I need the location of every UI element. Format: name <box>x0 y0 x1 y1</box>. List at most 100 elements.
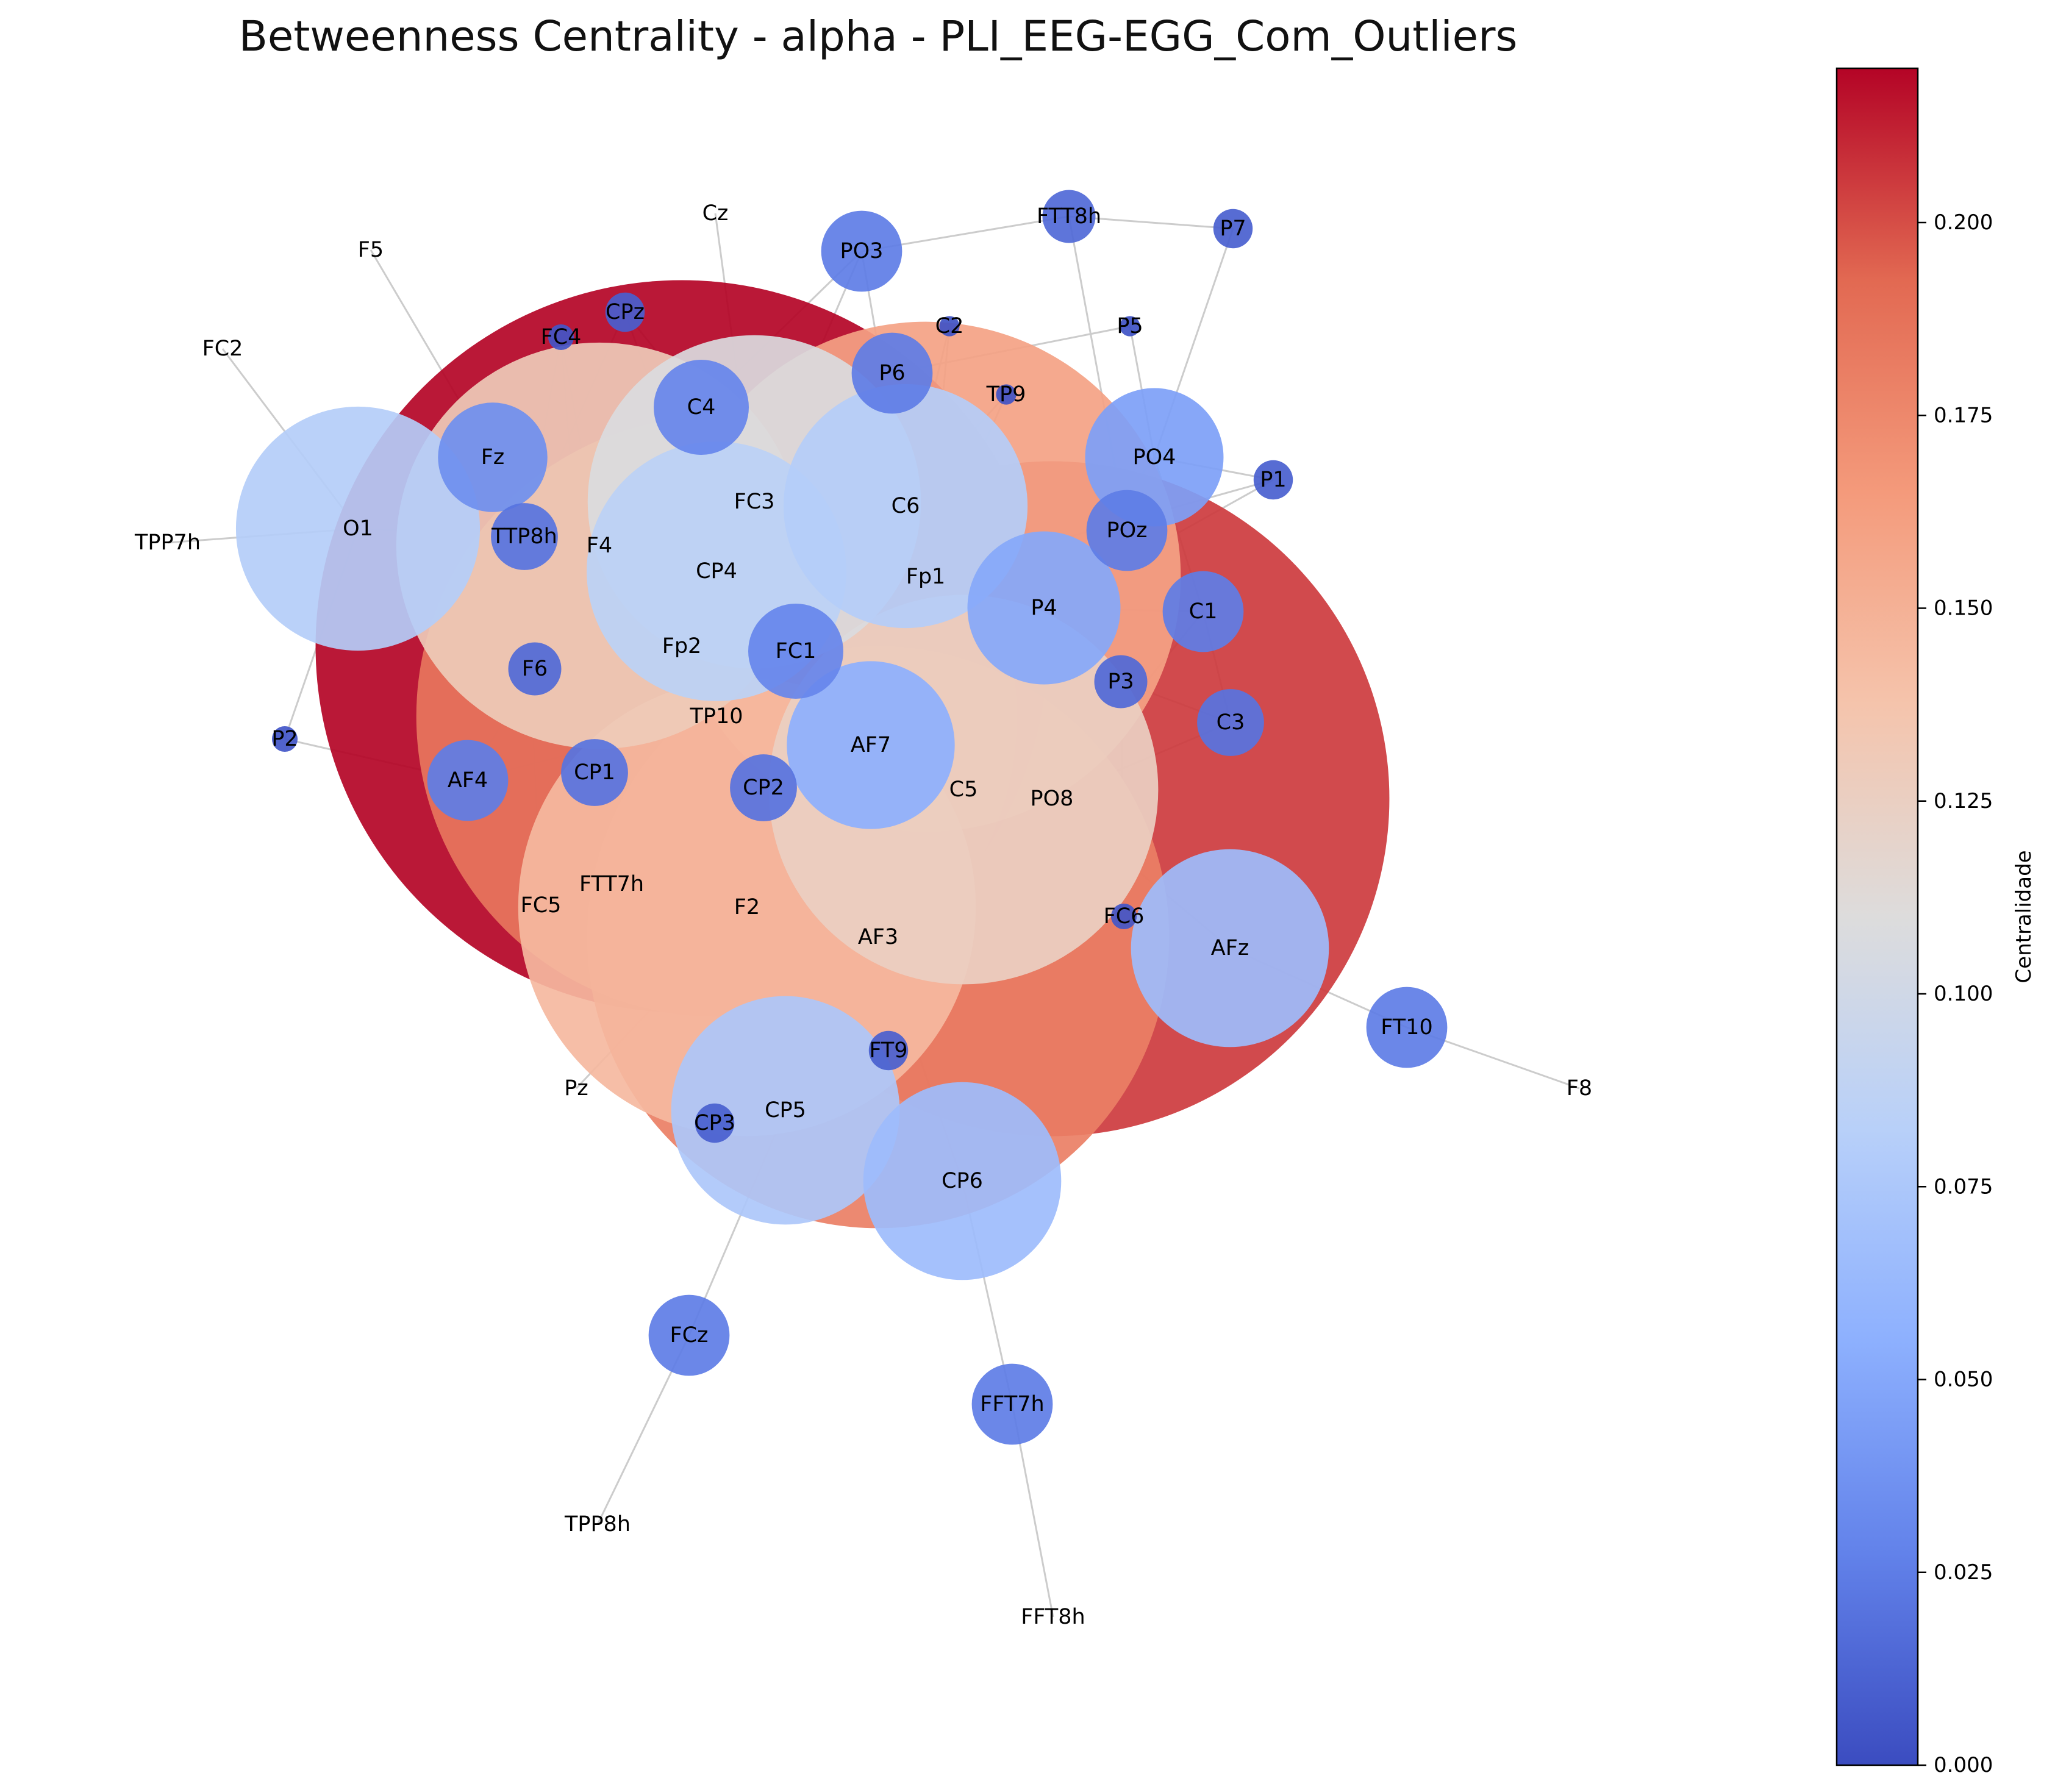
node-P4 <box>967 531 1121 685</box>
node-label-F4: F4 <box>587 534 612 558</box>
colorbar-tick-label: 0.200 <box>1934 210 1993 235</box>
label-layer: Fp2 PO8 TP10 AF3 Fp1 F2 F4 C5 FC3 CP4 C6 O1 CP5 CP6 AF… <box>134 201 1592 1629</box>
node-FT9 <box>868 1030 909 1071</box>
figure-title: Betweenness Centrality - alpha - PLI_EEG… <box>238 12 1518 61</box>
node-C1 <box>1162 571 1244 652</box>
node-label-FC3: FC3 <box>734 490 775 514</box>
node-label-FC5: FC5 <box>521 893 562 918</box>
node-label-TP9: TP9 <box>986 382 1026 407</box>
node-label-FC1: FC1 <box>776 639 817 663</box>
node-label-TPP7h: TPP7h <box>134 530 201 555</box>
node-label-C5: C5 <box>949 777 978 802</box>
node-P3 <box>1094 655 1148 709</box>
edge-FTT8h-P7 <box>1068 215 1234 230</box>
node-label-Cz: Cz <box>702 201 729 226</box>
node-FCz <box>648 1294 730 1376</box>
node-label-FTT8h: FTT8h <box>1037 204 1101 229</box>
node-TTP8h <box>491 503 558 570</box>
node-label-PO8: PO8 <box>1031 787 1074 811</box>
colorbar-tick-label: 0.050 <box>1934 1368 1993 1392</box>
node-label-CP6: CP6 <box>942 1169 983 1193</box>
colorbar-tick-label: 0.075 <box>1934 1174 1993 1199</box>
node-C6 <box>783 384 1028 629</box>
node-CP2 <box>730 754 797 821</box>
colorbar-label: Centralidade <box>2012 850 2036 983</box>
node-label-CP4: CP4 <box>696 559 737 584</box>
node-AF4 <box>427 740 509 821</box>
colorbar-gradient <box>1835 67 1919 1766</box>
node-label-C2: C2 <box>935 314 964 338</box>
node-label-P5: P5 <box>1117 314 1143 338</box>
node-label-FFT8h: FFT8h <box>1021 1605 1085 1629</box>
node-CPz <box>605 292 645 332</box>
node-C3 <box>1197 689 1264 756</box>
node-C4 <box>654 360 749 455</box>
node-label-AF3: AF3 <box>858 925 898 949</box>
node-label-FTT7h: FTT7h <box>579 872 644 896</box>
node-FC1 <box>748 604 843 699</box>
node-FC6 <box>1110 903 1137 930</box>
colorbar-tick-label: 0.000 <box>1934 1753 1993 1777</box>
node-label-P3: P3 <box>1107 669 1134 694</box>
node-O1 <box>235 406 481 651</box>
node-P1 <box>1253 460 1293 500</box>
node-P5 <box>1120 316 1140 337</box>
node-C2 <box>939 316 960 337</box>
node-label-C6: C6 <box>892 494 920 518</box>
node-label-Fz: Fz <box>481 445 505 469</box>
node-label-POz: POz <box>1106 518 1147 543</box>
node-label-PO3: PO3 <box>840 239 884 263</box>
node-label-AF4: AF4 <box>448 768 488 793</box>
colorbar-tick-label: 0.100 <box>1934 982 1993 1006</box>
node-label-P1: P1 <box>1260 468 1286 492</box>
node-label-FC6: FC6 <box>1104 904 1145 929</box>
node-FT10 <box>1366 987 1448 1068</box>
node-CP1 <box>561 739 628 806</box>
node-label-P2: P2 <box>271 727 298 751</box>
node-label-PO4: PO4 <box>1133 445 1176 469</box>
node-label-CP3: CP3 <box>694 1111 735 1135</box>
node-label-FC2: FC2 <box>202 337 243 361</box>
node-P2 <box>271 726 298 752</box>
node-label-FC4: FC4 <box>541 325 582 349</box>
node-label-FT10: FT10 <box>1381 1015 1432 1040</box>
colorbar-tick-label: 0.125 <box>1934 789 1993 813</box>
node-label-TP10: TP10 <box>689 704 743 729</box>
node-FTT8h <box>1042 190 1096 243</box>
node-PO3 <box>821 210 902 292</box>
node-label-C1: C1 <box>1189 599 1218 624</box>
colorbar-ticks: 0.000 0.025 0.050 0.075 0.100 0.125 0.150 0.175… <box>1918 210 1993 1777</box>
node-label-CPz: CPz <box>606 300 645 324</box>
node-label-FFT7h: FFT7h <box>980 1392 1044 1416</box>
node-label-P4: P4 <box>1031 596 1057 620</box>
node-P6 <box>851 332 933 414</box>
node-FC4 <box>548 324 574 351</box>
node-label-FCz: FCz <box>670 1323 709 1348</box>
node-label-C4: C4 <box>687 395 716 419</box>
node-label-TTP8h: TTP8h <box>491 524 557 549</box>
node-label-FT9: FT9 <box>869 1038 907 1063</box>
colorbar-tick-label: 0.150 <box>1934 596 1993 621</box>
node-CP6 <box>863 1082 1062 1280</box>
node-label-CP5: CP5 <box>765 1098 806 1123</box>
node-AF7 <box>787 661 955 829</box>
node-FFT7h <box>971 1363 1053 1445</box>
node-TP9 <box>996 384 1017 405</box>
node-label-CP1: CP1 <box>574 760 615 785</box>
node-POz <box>1086 490 1168 571</box>
node-label-Pz: Pz <box>564 1076 588 1101</box>
node-CP5 <box>671 996 900 1225</box>
node-label-F8: F8 <box>1567 1076 1592 1101</box>
colorbar-tick-label: 0.025 <box>1934 1560 1993 1585</box>
node-F6 <box>508 642 562 696</box>
node-label-TPP8h: TPP8h <box>564 1512 631 1537</box>
node-label-C3: C3 <box>1217 710 1245 735</box>
node-label-P6: P6 <box>879 361 905 385</box>
node-layer <box>235 190 1448 1445</box>
node-AFz <box>1131 849 1329 1048</box>
colorbar: 0.000 0.025 0.050 0.075 0.100 0.125 0.150 0.175… <box>1835 67 2036 1777</box>
node-label-AF7: AF7 <box>851 733 891 757</box>
node-label-P7: P7 <box>1220 216 1246 241</box>
